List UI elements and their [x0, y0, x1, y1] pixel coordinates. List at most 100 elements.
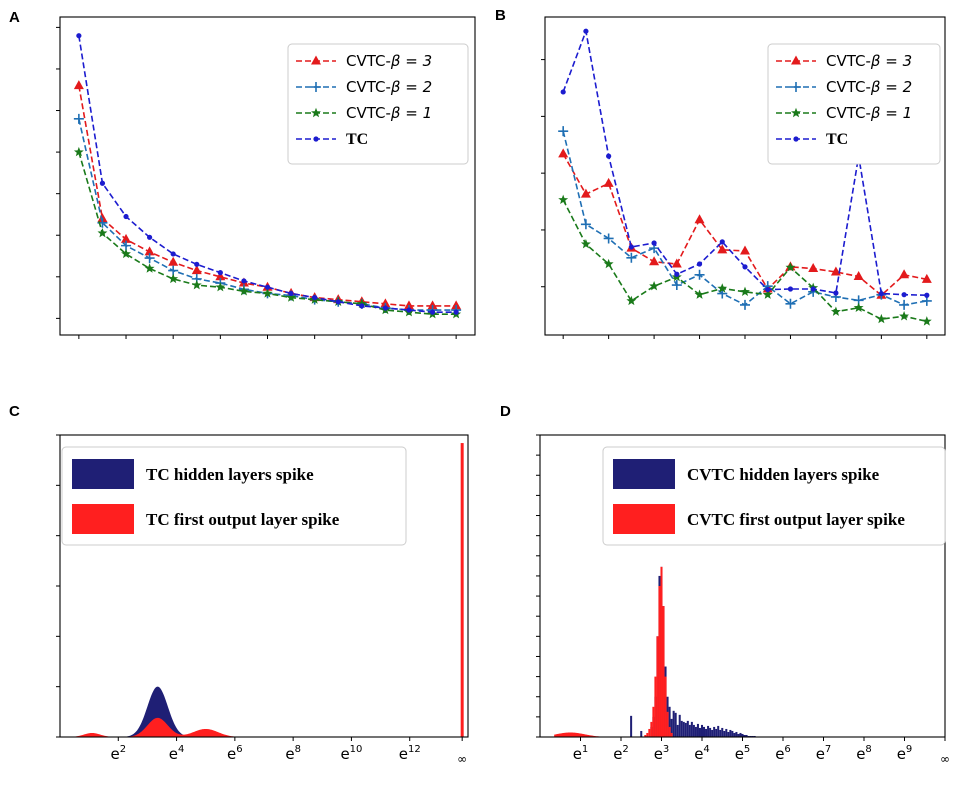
hist-area-1	[70, 686, 259, 737]
legend-label: CVTC hidden layers spike	[687, 465, 880, 484]
hist-bar-1	[668, 706, 671, 737]
x-tick-base: e	[285, 745, 294, 763]
legend-label-symbol: β = 3	[870, 52, 912, 70]
legend-label-main: CVTC-	[826, 78, 871, 96]
x-tick-label: e8	[285, 744, 301, 763]
hist-bar-1	[700, 724, 704, 737]
x-tick-label: e6	[775, 744, 791, 763]
plot-frame	[544, 16, 946, 336]
panel-label-a: A	[9, 9, 20, 26]
x-tick-infinity: ∞	[457, 752, 467, 766]
x-tick-base: e	[340, 745, 349, 763]
data-point	[144, 263, 155, 273]
legend-label-symbol: β = 2	[390, 78, 432, 96]
data-point	[73, 146, 84, 157]
hist-bar-1	[735, 731, 738, 737]
data-point	[694, 214, 705, 224]
x-tick-label: e4	[694, 744, 710, 763]
data-point	[740, 286, 750, 297]
data-point	[238, 286, 249, 296]
data-point	[899, 269, 910, 279]
data-point	[878, 290, 884, 297]
legend-label-main: CVTC-	[346, 104, 391, 122]
hist-bar-2	[656, 636, 659, 737]
data-point	[286, 292, 297, 302]
data-point	[651, 240, 657, 246]
x-tick-label: e9	[897, 744, 913, 763]
data-point	[121, 248, 131, 259]
legend-label-symbol: β = 2	[870, 78, 912, 96]
x-tick-base: e	[735, 745, 744, 763]
data-point	[580, 188, 591, 198]
x-tick-base: e	[654, 745, 663, 763]
hist-bar-1	[713, 726, 716, 737]
legend-marker	[311, 82, 321, 92]
data-point	[924, 292, 930, 298]
data-point	[97, 213, 108, 223]
data-point	[694, 289, 705, 299]
hist-bar-1	[672, 710, 675, 737]
legend-label: TC	[826, 131, 848, 148]
hist-bar-1	[715, 728, 718, 737]
data-point	[765, 286, 771, 293]
data-point	[427, 300, 438, 310]
data-point	[649, 280, 660, 291]
data-point	[335, 299, 341, 305]
data-point	[558, 194, 569, 205]
hist-bar-1	[743, 734, 746, 737]
x-tick-label: e7	[816, 744, 832, 763]
legend-marker	[791, 107, 801, 118]
data-point	[191, 265, 202, 275]
data-point	[649, 256, 660, 266]
data-point	[144, 246, 155, 256]
data-point	[121, 233, 132, 243]
data-point	[901, 292, 907, 298]
x-tick-label: e8	[856, 744, 872, 763]
legend-marker	[313, 136, 319, 142]
hist-bar-2	[660, 566, 663, 737]
hist-bar-1	[640, 730, 643, 737]
x-tick-label: e10	[340, 744, 362, 763]
x-tick-label: e4	[169, 744, 185, 763]
data-point	[558, 148, 569, 158]
panel-label-d: D	[500, 403, 511, 420]
legend-label-main: CVTC-	[346, 52, 391, 70]
x-tick-label: e5	[735, 744, 751, 763]
x-tick-base: e	[897, 745, 906, 763]
data-point	[740, 299, 750, 310]
hist-bar-1	[709, 727, 712, 737]
data-point	[603, 233, 614, 244]
legend-label: TC hidden layers spike	[146, 465, 314, 484]
series-line-1	[562, 153, 927, 297]
data-point	[674, 271, 680, 277]
hist-bar-1	[725, 728, 728, 737]
plot-frame	[59, 434, 469, 738]
data-point	[560, 89, 566, 95]
legend-swatch	[72, 504, 134, 534]
data-point	[312, 294, 318, 301]
legend-marker	[791, 55, 801, 65]
data-point	[73, 113, 84, 124]
hist-bar-1	[707, 725, 710, 737]
data-point	[603, 177, 614, 187]
hist-bar-1	[729, 729, 732, 737]
data-point	[742, 264, 748, 270]
x-tick-exponent: 9	[906, 744, 912, 755]
legend-marker	[311, 107, 321, 118]
data-point	[899, 299, 910, 310]
x-tick-base: e	[775, 745, 784, 763]
data-point	[453, 309, 459, 315]
data-point	[626, 252, 637, 263]
x-tick-label: e2	[613, 744, 629, 763]
x-tick-base: e	[816, 745, 825, 763]
data-point	[921, 273, 932, 283]
x-tick-exponent: 4	[703, 744, 709, 755]
hist-bar-1	[737, 733, 740, 737]
data-point	[217, 270, 223, 276]
legend-label: CVTC-β = 1	[826, 104, 912, 122]
hist-bar-1	[670, 718, 673, 737]
legend-label-symbol: β = 1	[390, 104, 432, 122]
x-tick-exponent: 5	[744, 744, 750, 755]
data-point	[288, 290, 294, 297]
